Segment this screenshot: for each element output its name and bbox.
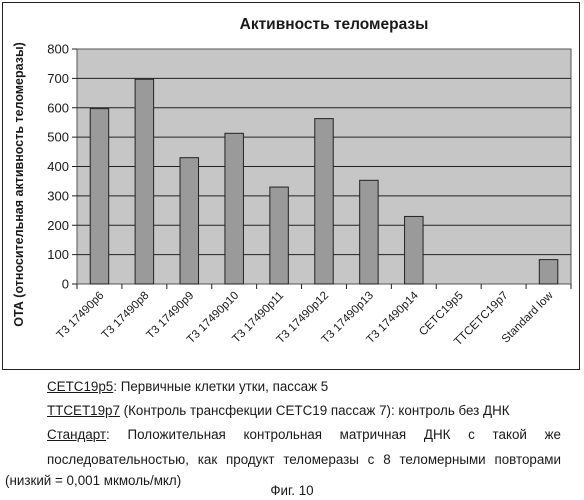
chart-title: Активность теломеразы <box>240 16 429 33</box>
bar <box>180 158 199 284</box>
caption-key-standard: Стандарт <box>47 427 106 442</box>
caption-ttcet19p7: TTCET19p7 (Контроль трансфекции CETC19 п… <box>47 400 561 422</box>
caption-standard-cont: последовательностью, как продукт теломер… <box>47 449 561 471</box>
x-category-label: CETC19p5 <box>417 290 466 339</box>
y-tick-label: 700 <box>47 71 69 86</box>
bar <box>225 133 244 284</box>
y-tick-label: 300 <box>47 188 69 203</box>
y-tick-label: 500 <box>47 130 69 145</box>
bar <box>405 216 424 284</box>
y-tick-label: 100 <box>47 247 69 262</box>
y-tick-label: 600 <box>47 100 69 115</box>
bar <box>315 119 334 284</box>
y-axis-label: ОТА (относительная активность теломеразы… <box>12 42 26 327</box>
y-tick-label: 0 <box>62 277 69 292</box>
caption-cetc19p5: CETC19p5: Первичные клетки утки, пассаж … <box>47 376 561 398</box>
figure-label: Фиг. 10 <box>0 483 584 498</box>
caption-key-cetc19p5: CETC19p5 <box>47 379 113 394</box>
caption-text-ttcet19p7: (Контроль трансфекции CETC19 пассаж 7): … <box>120 403 510 418</box>
caption-standard: Стандарт: Положительная контрольная матр… <box>47 424 561 446</box>
caption-text-standard: : Положительная контрольная матричная ДН… <box>106 427 561 442</box>
bar <box>539 260 558 284</box>
x-category-label: T3 17490p8 <box>100 290 152 342</box>
caption-text-cetc19p5: : Первичные клетки утки, пассаж 5 <box>113 379 328 394</box>
bar <box>360 180 379 284</box>
bar-chart: Активность теломеразы ОТА (относительная … <box>3 3 578 368</box>
y-tick-label: 400 <box>47 159 69 174</box>
bar <box>90 109 109 284</box>
caption-key-ttcet19p7: TTCET19p7 <box>47 403 120 418</box>
bar <box>270 187 289 284</box>
bar <box>135 79 154 284</box>
x-category-label: T3 17490p6 <box>55 290 107 342</box>
y-tick-label: 200 <box>47 218 69 233</box>
chart-frame: Активность теломеразы ОТА (относительная … <box>2 2 580 370</box>
y-tick-label: 800 <box>47 42 69 57</box>
